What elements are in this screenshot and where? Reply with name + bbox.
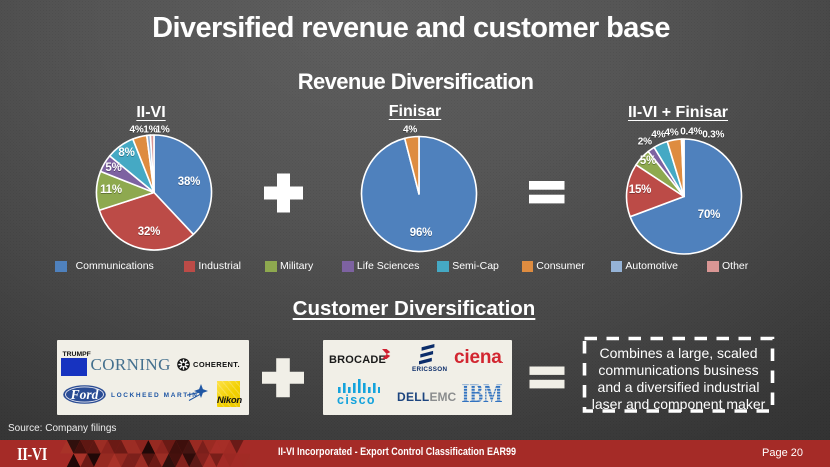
svg-text:IBM: IBM <box>462 383 503 405</box>
svg-text:Ford: Ford <box>69 387 98 402</box>
